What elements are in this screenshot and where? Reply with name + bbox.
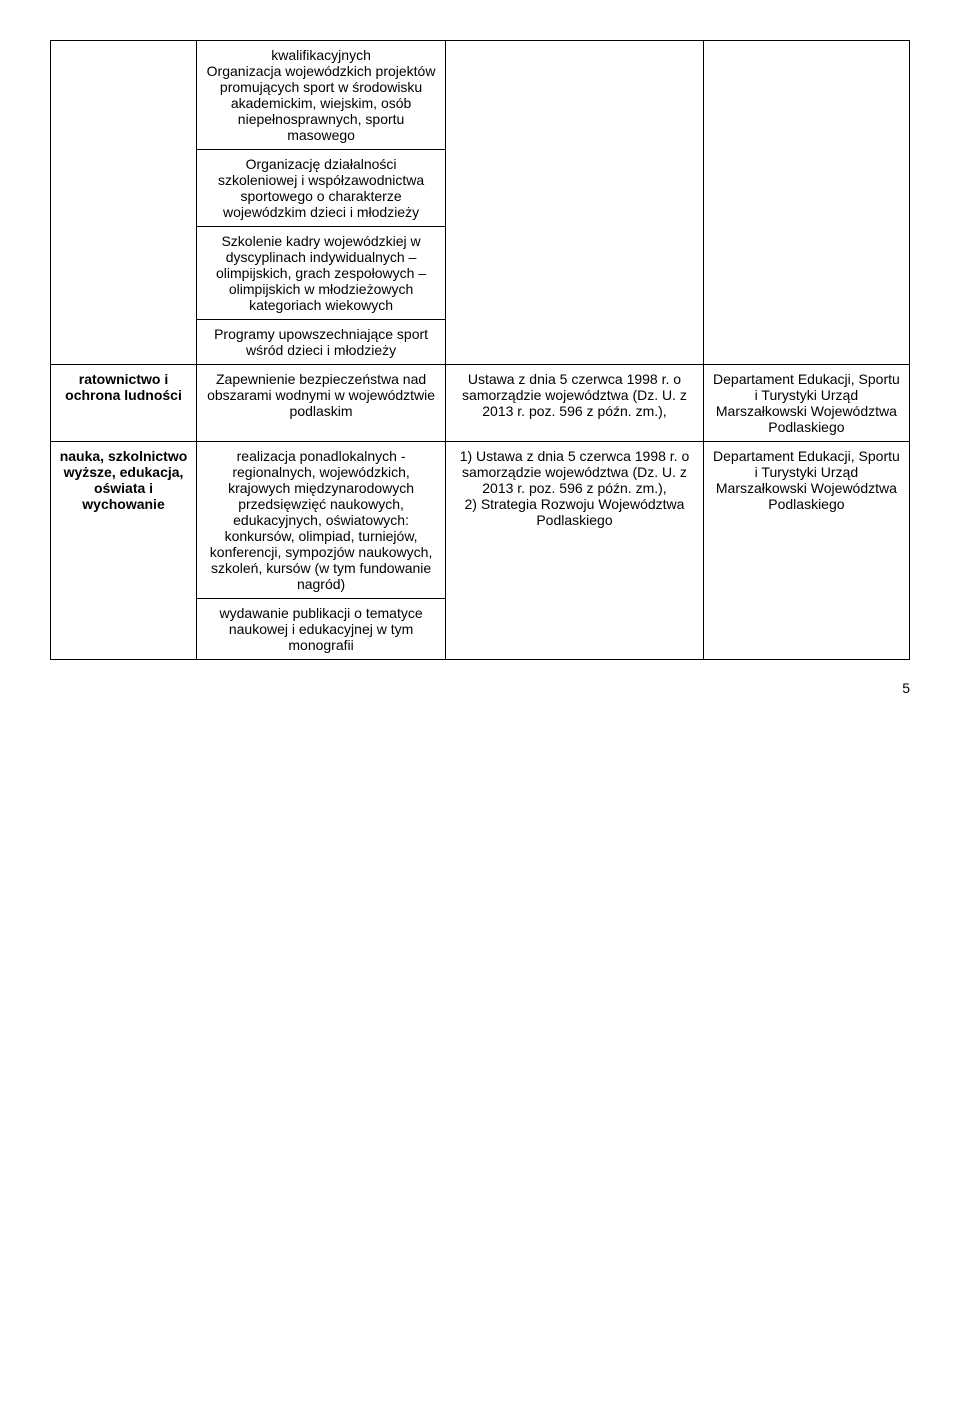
table-row: ratownictwo i ochrona ludności Zapewnien… [51,365,910,442]
table-row: kwalifikacyjnych Organizacja wojewódzkic… [51,41,910,150]
cell-col3 [446,41,704,365]
cell-col3: Ustawa z dnia 5 czerwca 1998 r. o samorz… [446,365,704,442]
page-number: 5 [50,680,910,696]
cell-col1 [51,41,197,365]
document-table: kwalifikacyjnych Organizacja wojewódzkic… [50,40,910,660]
cell-col2: Zapewnienie bezpieczeństwa nad obszarami… [197,365,446,442]
cell-col4 [703,41,909,365]
cell-col2: wydawanie publikacji o tematyce naukowej… [197,599,446,660]
cell-col4: Departament Edukacji, Sportu i Turystyki… [703,442,909,660]
cell-col2: kwalifikacyjnych Organizacja wojewódzkic… [197,41,446,150]
cell-col1-ratownictwo: ratownictwo i ochrona ludności [51,365,197,442]
cell-col2: Programy upowszechniające sport wśród dz… [197,320,446,365]
cell-col2: Szkolenie kadry wojewódzkiej w dyscyplin… [197,227,446,320]
cell-col1-nauka: nauka, szkolnictwo wyższe, edukacja, ośw… [51,442,197,660]
cell-col2: realizacja ponadlokalnych - regionalnych… [197,442,446,599]
table-row: nauka, szkolnictwo wyższe, edukacja, ośw… [51,442,910,599]
cell-col4: Departament Edukacji, Sportu i Turystyki… [703,365,909,442]
cell-col3: 1) Ustawa z dnia 5 czerwca 1998 r. o sam… [446,442,704,660]
cell-col2: Organizację działalności szkoleniowej i … [197,150,446,227]
